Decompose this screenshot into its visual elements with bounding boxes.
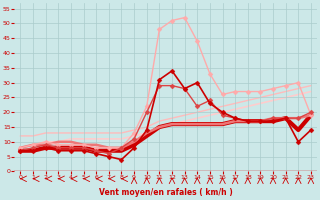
- X-axis label: Vent moyen/en rafales ( km/h ): Vent moyen/en rafales ( km/h ): [99, 188, 233, 197]
